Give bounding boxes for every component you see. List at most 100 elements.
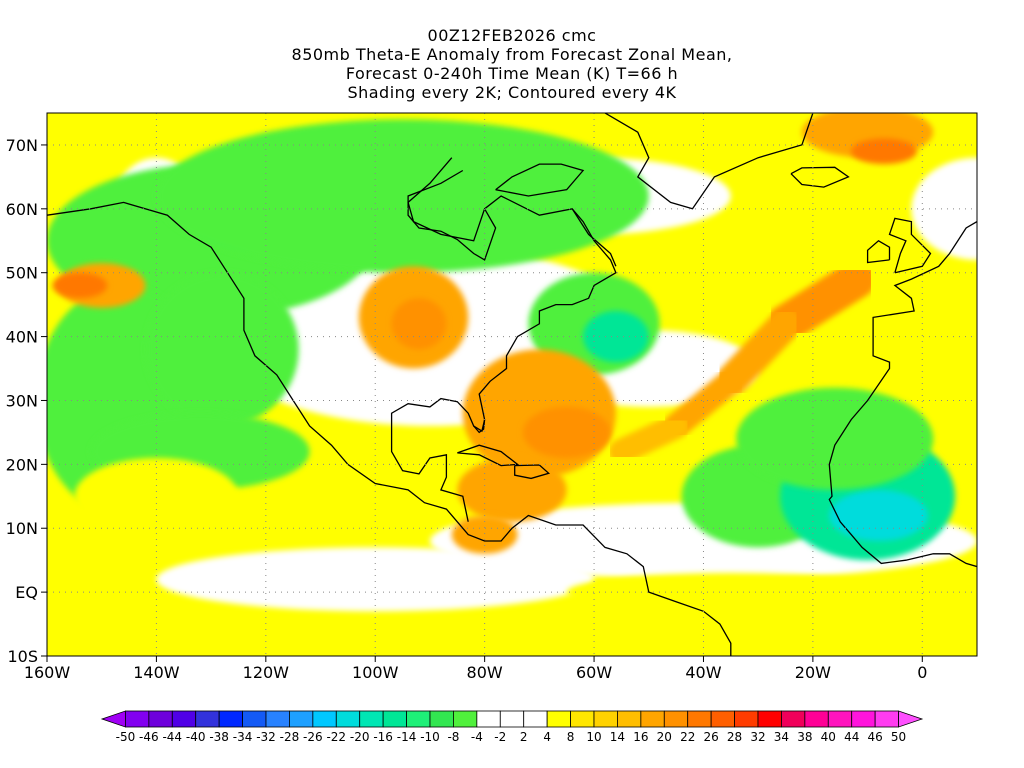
coastline [390, 426, 469, 522]
colorbar-swatch [593, 710, 618, 728]
y-tick-label: 10S [7, 647, 38, 666]
coastline [571, 208, 617, 267]
title-line-2: 850mb Theta-E Anomaly from Forecast Zona… [291, 45, 733, 64]
coastline [790, 166, 850, 188]
colorbar-swatch [499, 710, 525, 728]
neutral-region [911, 157, 977, 260]
colorbar-swatch [617, 710, 642, 728]
x-tick-label: 60W [576, 663, 612, 682]
anomaly-blob-orange_dark [522, 406, 611, 458]
coastline [888, 217, 932, 274]
colorbar-swatch [406, 710, 431, 728]
colorbar-swatch [734, 710, 759, 728]
colorbar-end-low [100, 710, 126, 728]
colorbar-label: 26 [704, 730, 719, 744]
plume-segment [608, 413, 689, 465]
x-tick-label: 120W [243, 663, 290, 682]
colorbar-swatch [874, 710, 899, 728]
colorbar-label: -4 [471, 730, 483, 744]
colorbar-swatch [218, 710, 243, 728]
x-tick-label: 40W [685, 663, 721, 682]
warm-plume [608, 259, 876, 465]
colorbar-swatch [804, 710, 829, 728]
colorbar-label: 14 [610, 730, 625, 744]
colorbar-label: -16 [373, 730, 393, 744]
colorbar-end-high [898, 710, 924, 728]
colorbar-swatch [851, 710, 876, 728]
colorbar-swatch [546, 710, 571, 728]
colorbar-swatch [687, 710, 712, 728]
colorbar-label: 46 [868, 730, 883, 744]
colorbar-swatch [757, 710, 782, 728]
coastline [47, 201, 732, 656]
y-tick-label: 70N [6, 136, 38, 155]
coastline [495, 163, 585, 197]
colorbar-label: 38 [797, 730, 812, 744]
colorbar-label: -40 [186, 730, 206, 744]
colorbar-swatch [429, 710, 454, 728]
colorbar-swatch [710, 710, 735, 728]
colorbar-swatch [195, 710, 220, 728]
anomaly-blob-cyan [829, 489, 928, 542]
lat-lon-grid [47, 113, 977, 656]
colorbar-label: 44 [844, 730, 859, 744]
colorbar-swatch [148, 710, 173, 728]
y-tick-label: 10N [6, 519, 38, 538]
colorbar-label: 10 [586, 730, 601, 744]
colorbar-label: 22 [680, 730, 695, 744]
chart-title-block: 00Z12FEB2026 cmc 850mb Theta-E Anomaly f… [0, 26, 1024, 102]
plot-frame [46, 112, 978, 657]
anomaly-blob-teal [583, 311, 649, 363]
coastline [473, 419, 486, 434]
colorbar-label: -28 [280, 730, 300, 744]
colorbar-label: -2 [494, 730, 506, 744]
colorbar-swatch [242, 710, 267, 728]
colorbar-label: -8 [447, 730, 459, 744]
colorbar-label: 16 [633, 730, 648, 744]
colorbar-label: -46 [139, 730, 159, 744]
y-tick-label: EQ [15, 583, 38, 602]
colorbar-label: -44 [162, 730, 182, 744]
colorbar-swatch [640, 710, 665, 728]
colorbar-swatch [359, 710, 384, 728]
y-tick-label: 20N [6, 455, 38, 474]
colorbar-label: 34 [774, 730, 789, 744]
colorbar-label: 2 [520, 730, 528, 744]
anomaly-blob-orange_dark [391, 298, 447, 350]
colorbar-label: -20 [350, 730, 370, 744]
colorbar-label: -14 [397, 730, 417, 744]
colorbar-swatch [663, 710, 689, 728]
x-axis-ticks: 160W 140W 120W 100W 80W 60W 40W 20W 0 [24, 656, 927, 682]
colorbar-swatch [125, 710, 150, 728]
colorbar-label: 40 [821, 730, 836, 744]
coastline [407, 169, 497, 261]
plume-segment [714, 307, 802, 398]
anomaly-blob-orange [457, 457, 567, 522]
coastline [457, 444, 520, 467]
y-tick-label: 30N [6, 391, 38, 410]
anomaly-blob-orange [451, 515, 518, 554]
colorbar-swatch [335, 710, 361, 728]
colorbar-swatch [382, 710, 407, 728]
anomaly-blob-yellow [74, 457, 239, 535]
colorbar-label: -32 [256, 730, 276, 744]
colorbar-swatch [171, 710, 197, 728]
colorbar: -50 -46 -44 -40 -38 -34 -32 -28 -26 -22 -20 -16 -14-… [100, 710, 924, 744]
anomaly-blob-red_orange [851, 138, 917, 165]
x-tick-label: 0 [917, 663, 927, 682]
colorbar-swatch [265, 710, 290, 728]
colorbar-swatch [827, 710, 853, 728]
x-tick-label: 20W [795, 663, 831, 682]
colorbar-swatch [453, 710, 478, 728]
coastline [390, 157, 617, 433]
colorbar-label: -50 [116, 730, 136, 744]
anomaly-blob-yellow [566, 572, 895, 612]
colorbar-swatch [289, 710, 314, 728]
colorbar-label: -38 [209, 730, 229, 744]
neutral-region [156, 547, 595, 612]
colorbar-label: -10 [420, 730, 440, 744]
colorbar-label: -34 [233, 730, 253, 744]
x-tick-label: 160W [24, 663, 71, 682]
title-line-3: Forecast 0-240h Time Mean (K) T=66 h [345, 64, 679, 83]
coastline [866, 240, 891, 264]
